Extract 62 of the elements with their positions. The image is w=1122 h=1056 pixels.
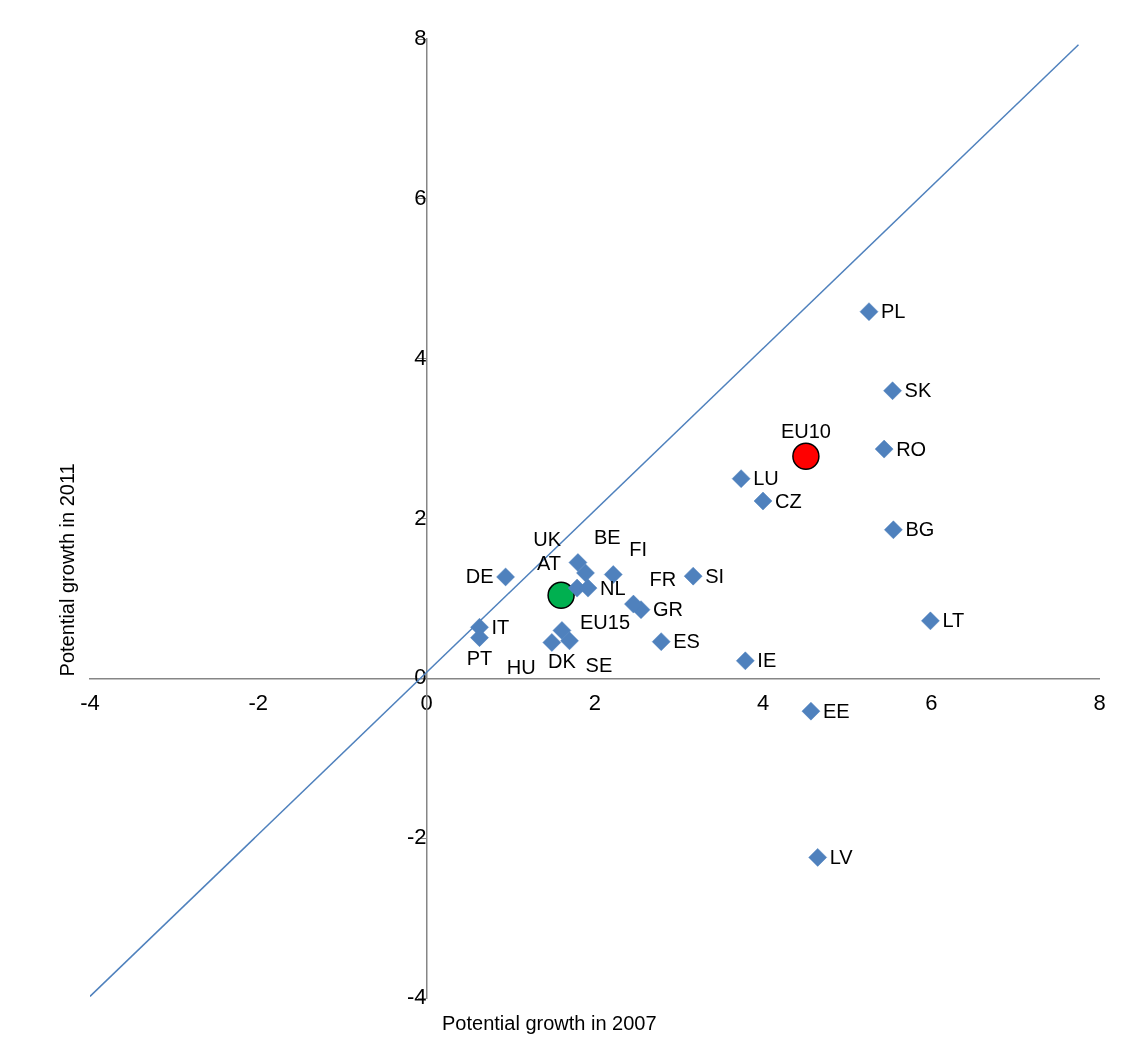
point: [683, 566, 703, 586]
annotation: UK: [533, 528, 562, 551]
y-tick-label: -4: [406, 984, 427, 1010]
annotation: LV: [829, 845, 854, 868]
annotation: LT: [942, 609, 965, 632]
point: [884, 520, 903, 540]
point: [874, 439, 894, 459]
annotation: DE: [465, 565, 494, 588]
annotation: FI: [629, 538, 648, 561]
y-tick-label: 6: [414, 185, 427, 211]
x-tick-label: -4: [80, 689, 100, 715]
annotation: DK: [548, 650, 577, 673]
annotation: HU: [506, 655, 536, 678]
point: [921, 611, 940, 631]
point: [552, 621, 572, 640]
annotation: GR: [653, 598, 684, 621]
annotation: SI: [705, 564, 725, 587]
x-axis-title: Potential growth in 2007: [442, 1011, 657, 1034]
point: [651, 632, 671, 651]
y-axis-title: Potential growth in 2011: [55, 463, 78, 677]
point: [736, 651, 755, 671]
annotation: SE: [585, 653, 613, 676]
x-tick-label: 4: [756, 689, 770, 715]
point: [859, 302, 879, 321]
point: [753, 491, 773, 511]
annotation: BE: [594, 526, 621, 549]
point: [808, 848, 827, 867]
annotation: SK: [904, 379, 932, 402]
annotation: NL: [600, 576, 626, 599]
point: [883, 381, 902, 401]
annotation: RO: [896, 437, 927, 460]
y-tick-label: 8: [414, 25, 427, 51]
annotation: AT: [536, 552, 561, 575]
annotation: IT: [491, 615, 510, 638]
point: [547, 581, 575, 610]
point: [542, 633, 562, 652]
point: [560, 631, 579, 651]
annotation: BG: [905, 518, 935, 541]
point: [731, 469, 751, 488]
annotation: ES: [673, 630, 700, 653]
annotation: EU15: [580, 611, 631, 634]
point: [792, 442, 820, 471]
annotation: EU10: [780, 420, 831, 443]
y-tick-label: -2: [406, 824, 427, 850]
x-tick-label: 8: [1093, 689, 1106, 715]
annotation: FR: [649, 568, 677, 591]
y-tick-label: 2: [414, 504, 427, 530]
point: [801, 701, 821, 721]
point: [568, 553, 588, 572]
annotation: PL: [881, 300, 906, 323]
x-tick-label: -2: [248, 689, 269, 715]
x-tick-label: 2: [588, 689, 601, 715]
point: [576, 563, 595, 583]
x-tick-label: 6: [925, 689, 938, 715]
y-tick-label: 4: [414, 344, 427, 370]
annotation: LU: [753, 467, 779, 490]
annotation: IE: [757, 649, 777, 672]
annotation: PT: [466, 646, 493, 669]
annotation: EE: [822, 699, 850, 722]
annotation: CZ: [775, 489, 802, 512]
point: [624, 594, 643, 614]
point: [496, 567, 515, 587]
